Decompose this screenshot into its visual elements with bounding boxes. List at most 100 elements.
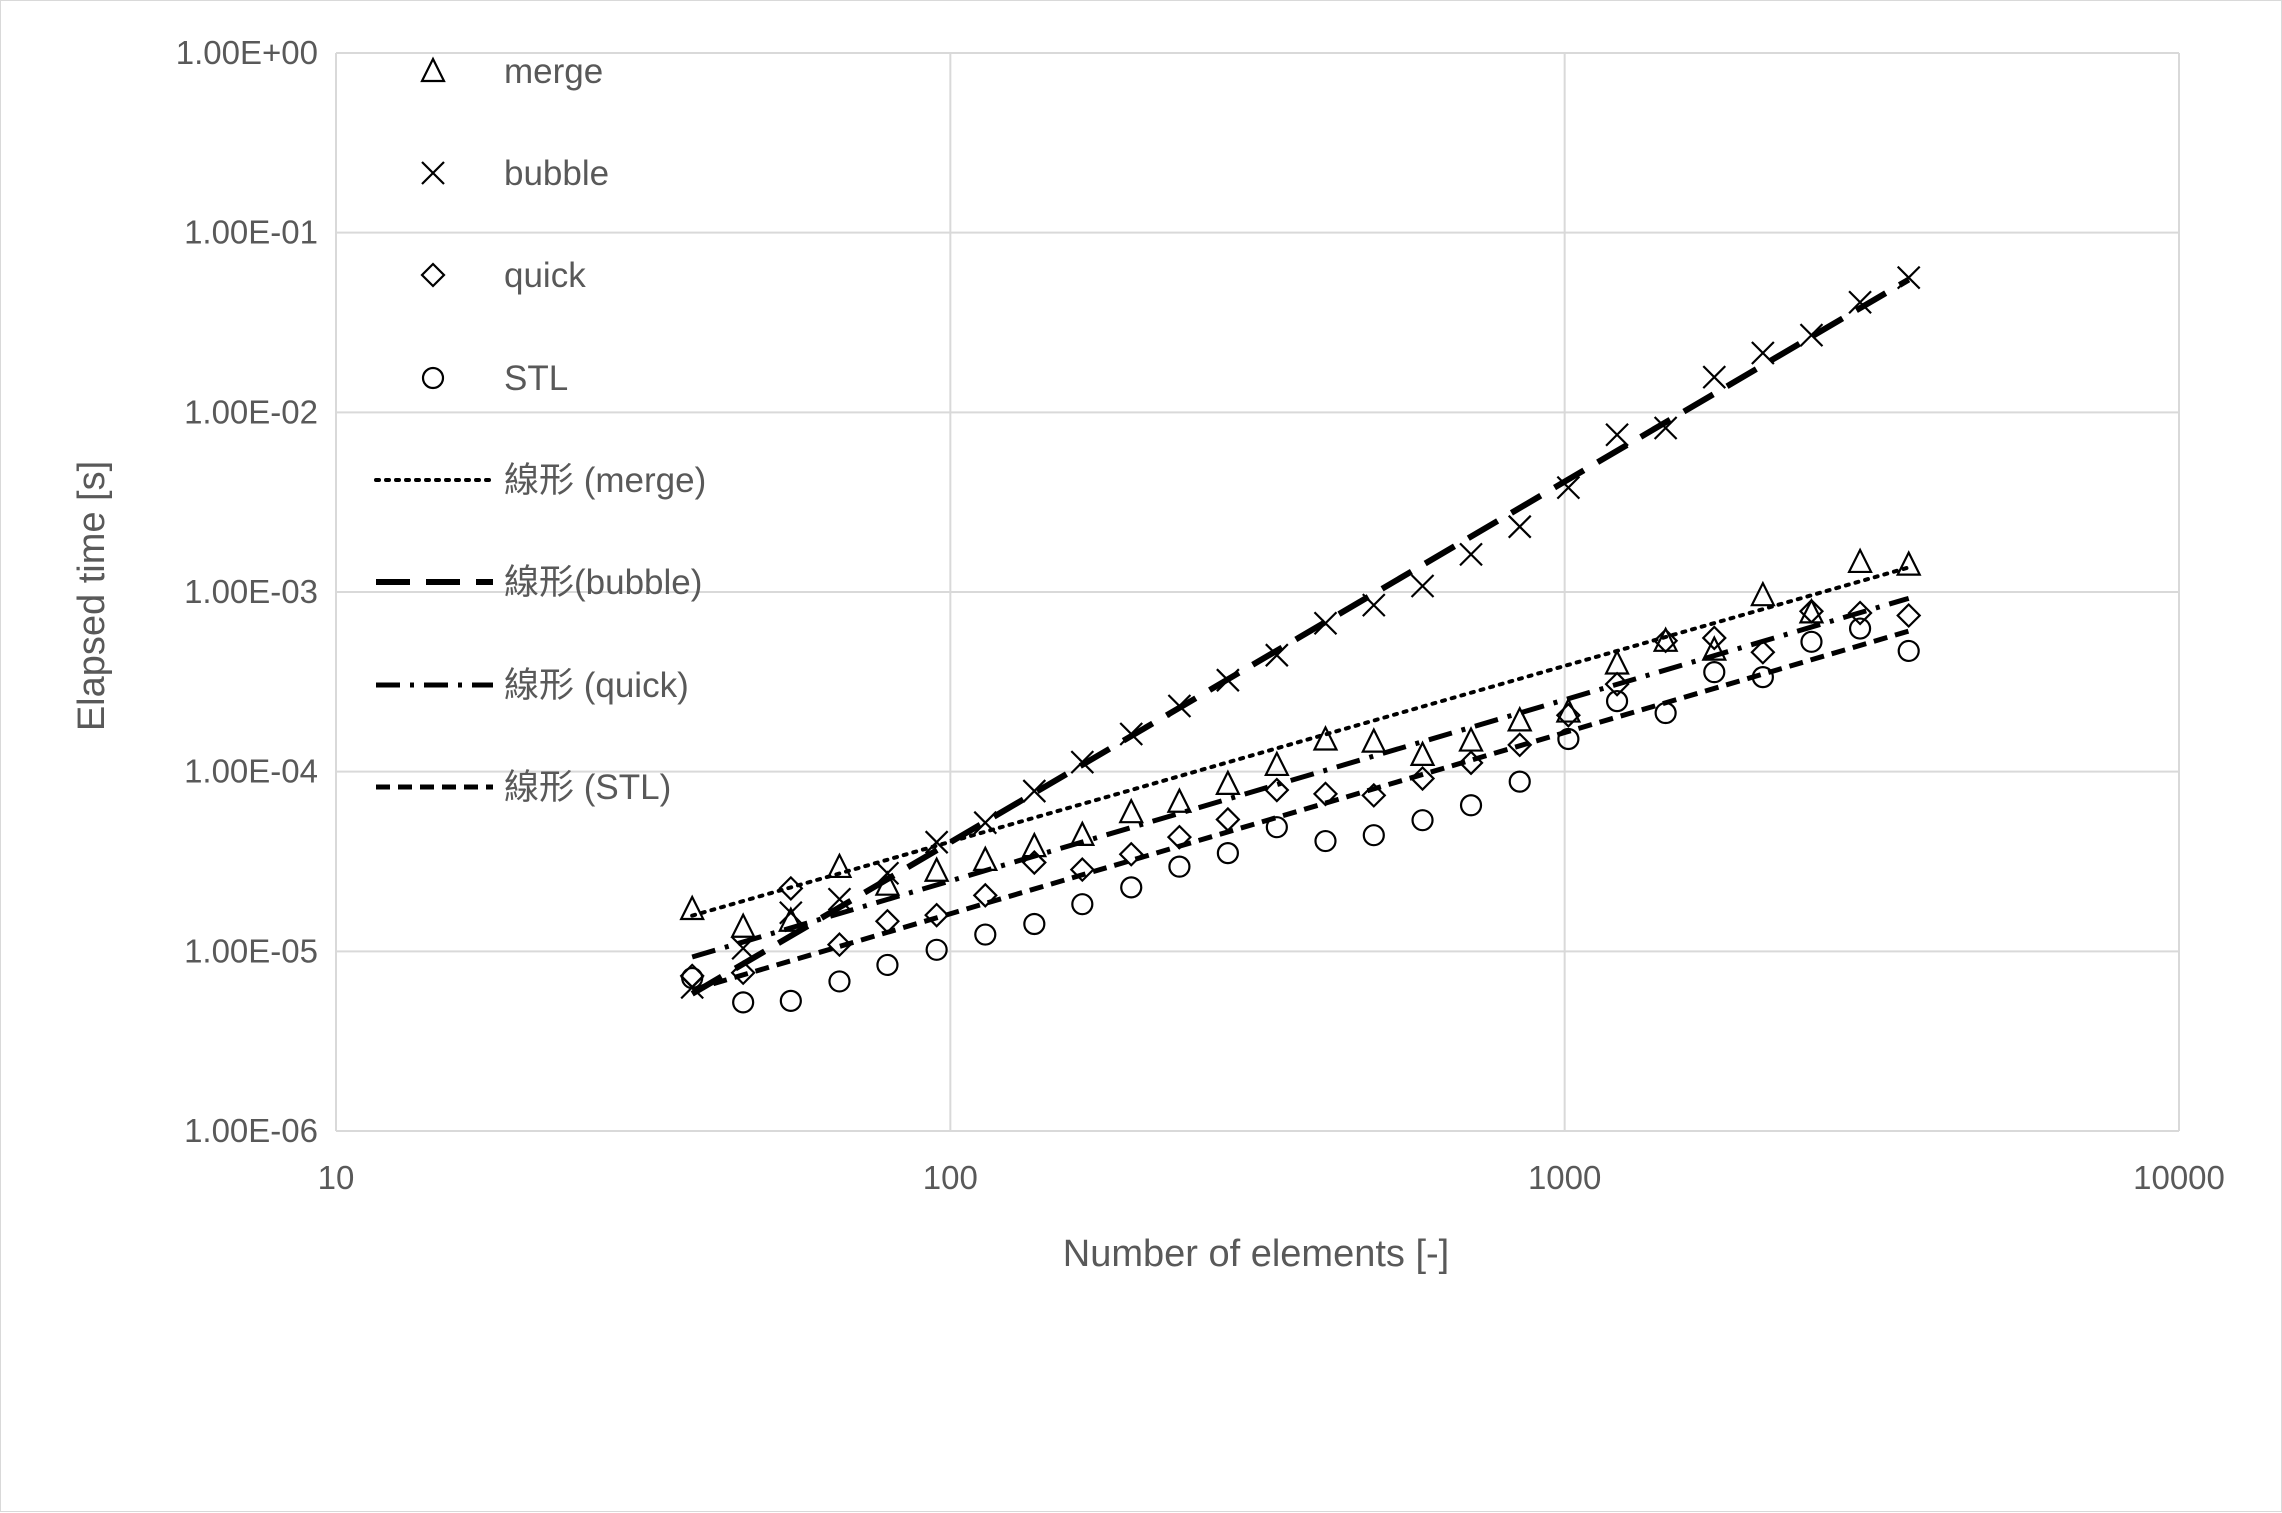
bubble-point — [779, 900, 803, 925]
y-tick-label: 1.00E-05 — [184, 932, 318, 969]
stl-point — [1703, 661, 1726, 684]
stl-point — [828, 970, 851, 993]
bubble-point — [1216, 668, 1240, 692]
y-tick-label: 1.00E-02 — [184, 393, 318, 430]
bubble-point — [1022, 779, 1047, 803]
bubble-point — [1119, 722, 1144, 746]
bubble-point — [1070, 750, 1095, 774]
legend-marker-merge — [420, 56, 446, 83]
bubble-point — [1605, 423, 1629, 447]
merge-point — [1750, 580, 1776, 607]
x-tick-label: 10 — [318, 1159, 355, 1196]
stl-point — [974, 923, 997, 946]
merge-point — [1847, 547, 1873, 574]
legend-marker-quick — [420, 262, 446, 288]
quick-point — [1701, 625, 1727, 651]
y-tick-label: 1.00E-04 — [184, 753, 318, 790]
quick-point — [1215, 806, 1241, 833]
quick-point — [826, 932, 853, 958]
quick-point — [874, 908, 900, 934]
quick-point — [730, 960, 756, 986]
quick-point — [1409, 765, 1436, 792]
y-tick-label: 1.00E-01 — [184, 214, 318, 251]
stl-point — [1848, 617, 1872, 640]
quick-point — [778, 875, 804, 901]
quick-point — [1507, 732, 1533, 758]
y-tick-label: 1.00E-06 — [184, 1112, 318, 1149]
stl-point — [1071, 893, 1094, 916]
merge-point — [1021, 831, 1048, 858]
legend-label-trend-quick: 線形 (quick) — [504, 666, 689, 705]
stl-point — [1751, 666, 1774, 689]
stl-point — [1800, 630, 1823, 653]
stl-point — [1314, 829, 1337, 853]
legend-label-stl: STL — [504, 359, 568, 398]
stl-point — [1605, 690, 1629, 713]
stl-point — [1411, 809, 1434, 832]
legend-label-trend-stl: 線形 (STL) — [504, 768, 671, 807]
merge-point — [730, 912, 756, 938]
merge-point — [1701, 635, 1728, 661]
x-axis-title: Number of elements [-] — [1063, 1233, 1449, 1275]
legend-marker-bubble — [421, 161, 445, 185]
quick-point — [1264, 777, 1290, 803]
bubble-point — [1702, 365, 1727, 389]
bubble-point — [1556, 475, 1581, 500]
merge-point — [972, 845, 999, 871]
quick-point — [1458, 750, 1484, 776]
stl-point — [1557, 727, 1580, 751]
merge-point — [923, 856, 950, 882]
legend-marker-stl — [421, 366, 445, 390]
bubble-point — [1507, 514, 1532, 539]
legend-label-trend-merge: 線形 (merge) — [504, 461, 706, 500]
trendline-merge — [690, 565, 1911, 918]
stl-point — [1023, 912, 1046, 936]
stl-point — [1216, 842, 1239, 865]
trendline-bubble — [690, 277, 1911, 997]
quick-point — [1798, 598, 1825, 624]
stl-point — [779, 989, 802, 1012]
x-tick-label: 100 — [923, 1159, 978, 1196]
stl-point — [1120, 876, 1143, 899]
y-axis-title: Elapsed time [s] — [71, 461, 113, 731]
bubble-point — [973, 810, 998, 835]
quick-point — [1847, 600, 1873, 626]
merge-point — [1409, 740, 1436, 766]
quick-point — [1896, 602, 1922, 629]
bubble-point — [1751, 341, 1775, 365]
stl-point — [1897, 639, 1920, 663]
quick-point — [1166, 824, 1192, 850]
bubble-point — [1896, 265, 1921, 290]
bubble-point — [1167, 694, 1192, 718]
quick-point — [1555, 702, 1581, 728]
legend-label-trend-bubble: 線形(bubble) — [504, 563, 702, 602]
bubble-point — [1265, 643, 1289, 667]
quick-point — [1653, 628, 1679, 654]
bubble-point — [1313, 611, 1338, 636]
quick-point — [1118, 841, 1144, 867]
merge-point — [1118, 797, 1145, 824]
merge-point — [1215, 769, 1241, 795]
merge-point — [1895, 550, 1922, 576]
bubble-point — [1653, 416, 1678, 440]
merge-point — [874, 870, 901, 896]
stl-point — [1508, 770, 1531, 793]
trendline-quick — [691, 595, 1910, 960]
quick-point — [1361, 782, 1387, 808]
legend-label-merge: merge — [504, 52, 603, 91]
merge-point — [1361, 727, 1387, 753]
bubble-point — [827, 887, 852, 912]
bubble-point — [1410, 574, 1435, 598]
merge-point — [1166, 787, 1193, 813]
stl-point — [925, 938, 948, 961]
bubble-point — [1848, 290, 1872, 315]
merge-point — [1312, 725, 1339, 751]
quick-point — [924, 902, 950, 928]
stl-point — [1459, 794, 1483, 817]
stl-point — [732, 991, 755, 1014]
x-tick-label: 1000 — [1528, 1159, 1601, 1196]
quick-point — [1750, 639, 1776, 665]
stl-point — [1362, 824, 1385, 847]
